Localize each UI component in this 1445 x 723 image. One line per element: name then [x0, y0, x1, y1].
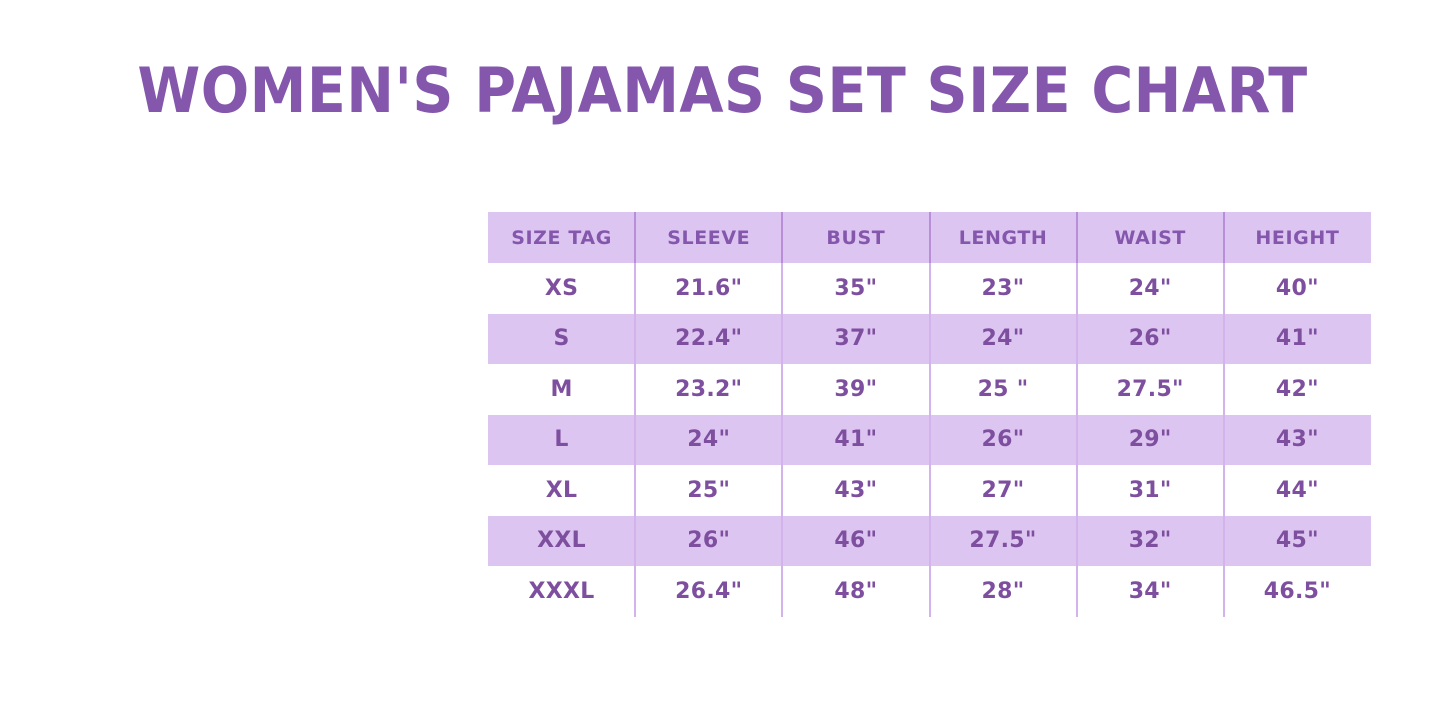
- table-row: XXL 26" 46" 27.5" 32" 45": [488, 515, 1371, 566]
- cell-sleeve: 24": [635, 414, 783, 465]
- cell-sleeve: 26": [635, 515, 783, 566]
- cell-waist: 34": [1076, 566, 1224, 617]
- cell-waist: 31": [1076, 465, 1224, 516]
- page-title: WOMEN'S PAJAMAS SET SIZE CHART: [137, 54, 1308, 127]
- cell-size-tag: S: [488, 313, 636, 364]
- column-header-height: HEIGHT: [1223, 212, 1371, 263]
- cell-sleeve: 22.4": [635, 313, 783, 364]
- cell-height: 44": [1223, 465, 1371, 516]
- table-row: XS 21.6" 35" 23" 24" 40": [488, 263, 1371, 314]
- cell-length: 23": [929, 263, 1077, 314]
- table-body: XS 21.6" 35" 23" 24" 40" S 22.4" 37" 24"…: [488, 263, 1371, 617]
- cell-length: 24": [929, 313, 1077, 364]
- cell-bust: 41": [782, 414, 930, 465]
- cell-bust: 48": [782, 566, 930, 617]
- cell-size-tag: L: [488, 414, 636, 465]
- column-header-sleeve: SLEEVE: [635, 212, 783, 263]
- table-row: S 22.4" 37" 24" 26" 41": [488, 313, 1371, 364]
- cell-height: 41": [1223, 313, 1371, 364]
- cell-sleeve: 23.2": [635, 364, 783, 415]
- cell-height: 43": [1223, 414, 1371, 465]
- cell-size-tag: XXXL: [488, 566, 636, 617]
- cell-length: 27.5": [929, 515, 1077, 566]
- column-header-size-tag: SIZE TAG: [488, 212, 636, 263]
- table-row: M 23.2" 39" 25 " 27.5" 42": [488, 364, 1371, 415]
- cell-size-tag: XS: [488, 263, 636, 314]
- table-row: L 24" 41" 26" 29" 43": [488, 414, 1371, 465]
- table-row: XXXL 26.4" 48" 28" 34" 46.5": [488, 566, 1371, 617]
- cell-length: 28": [929, 566, 1077, 617]
- cell-length: 27": [929, 465, 1077, 516]
- cell-height: 46.5": [1223, 566, 1371, 617]
- cell-waist: 24": [1076, 263, 1224, 314]
- cell-bust: 46": [782, 515, 930, 566]
- cell-sleeve: 25": [635, 465, 783, 516]
- size-chart-table: SIZE TAG SLEEVE BUST LENGTH WAIST HEIGHT…: [488, 212, 1371, 617]
- cell-bust: 39": [782, 364, 930, 415]
- table-header-row: SIZE TAG SLEEVE BUST LENGTH WAIST HEIGHT: [488, 212, 1371, 263]
- cell-size-tag: XXL: [488, 515, 636, 566]
- cell-size-tag: XL: [488, 465, 636, 516]
- column-header-length: LENGTH: [929, 212, 1077, 263]
- cell-bust: 43": [782, 465, 930, 516]
- cell-bust: 35": [782, 263, 930, 314]
- cell-size-tag: M: [488, 364, 636, 415]
- cell-height: 42": [1223, 364, 1371, 415]
- cell-bust: 37": [782, 313, 930, 364]
- table-row: XL 25" 43" 27" 31" 44": [488, 465, 1371, 516]
- column-header-waist: WAIST: [1076, 212, 1224, 263]
- cell-height: 40": [1223, 263, 1371, 314]
- cell-waist: 32": [1076, 515, 1224, 566]
- table-header: SIZE TAG SLEEVE BUST LENGTH WAIST HEIGHT: [488, 212, 1371, 263]
- cell-length: 26": [929, 414, 1077, 465]
- cell-sleeve: 26.4": [635, 566, 783, 617]
- cell-waist: 27.5": [1076, 364, 1224, 415]
- cell-height: 45": [1223, 515, 1371, 566]
- column-header-bust: BUST: [782, 212, 930, 263]
- cell-waist: 26": [1076, 313, 1224, 364]
- cell-waist: 29": [1076, 414, 1224, 465]
- cell-length: 25 ": [929, 364, 1077, 415]
- cell-sleeve: 21.6": [635, 263, 783, 314]
